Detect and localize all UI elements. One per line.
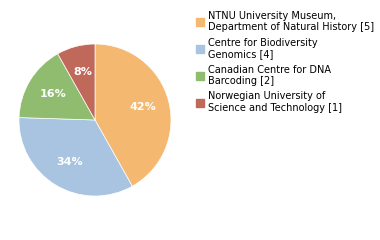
Text: 34%: 34%	[56, 157, 83, 167]
Wedge shape	[19, 118, 132, 196]
Wedge shape	[19, 54, 95, 120]
Text: 8%: 8%	[73, 67, 92, 77]
Wedge shape	[95, 44, 171, 186]
Text: 42%: 42%	[130, 102, 156, 113]
Legend: NTNU University Museum,
Department of Natural History [5], Centre for Biodiversi: NTNU University Museum, Department of Na…	[195, 10, 375, 114]
Wedge shape	[58, 44, 95, 120]
Text: 16%: 16%	[40, 89, 66, 99]
